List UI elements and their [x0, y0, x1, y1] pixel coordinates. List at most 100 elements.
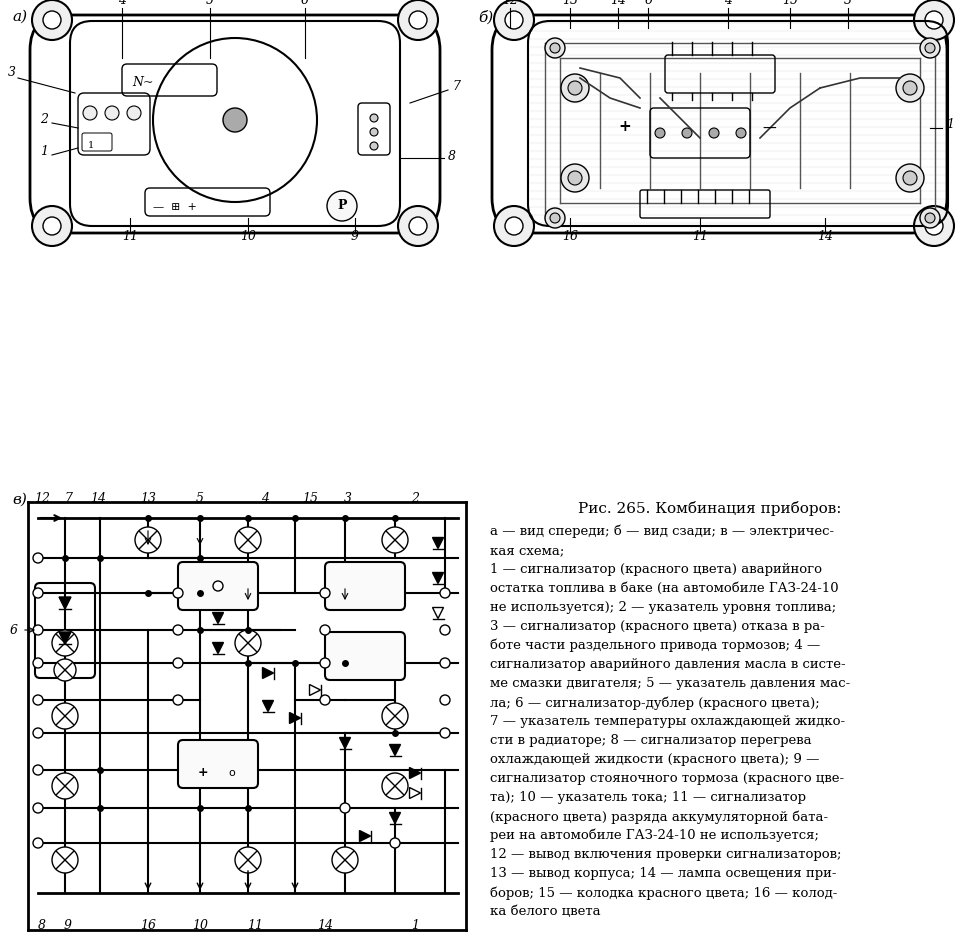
- Text: ме смазки двигателя; 5 — указатель давления мас-: ме смазки двигателя; 5 — указатель давле…: [490, 677, 851, 690]
- Circle shape: [33, 588, 43, 598]
- Circle shape: [682, 128, 692, 138]
- Polygon shape: [410, 768, 420, 778]
- Polygon shape: [212, 612, 224, 624]
- Text: 4: 4: [724, 0, 732, 7]
- Circle shape: [914, 0, 954, 40]
- Text: Рис. 265. Комбинация приборов:: Рис. 265. Комбинация приборов:: [578, 501, 842, 516]
- Text: 3 — сигнализатор (красного цвета) отказа в ра-: 3 — сигнализатор (красного цвета) отказа…: [490, 620, 825, 633]
- Text: 14: 14: [610, 0, 626, 7]
- Text: а): а): [12, 10, 27, 24]
- Text: 1: 1: [88, 141, 94, 150]
- Polygon shape: [212, 643, 224, 653]
- Circle shape: [398, 0, 438, 40]
- Circle shape: [332, 847, 358, 873]
- Circle shape: [33, 625, 43, 635]
- Text: 7 — указатель температуры охлаждающей жидко-: 7 — указатель температуры охлаждающей жи…: [490, 715, 845, 728]
- Text: 10: 10: [240, 230, 256, 243]
- Text: +: +: [198, 766, 208, 779]
- Circle shape: [382, 773, 408, 799]
- Circle shape: [505, 11, 523, 29]
- Circle shape: [550, 213, 560, 223]
- Text: 12 — вывод включения проверки сигнализаторов;: 12 — вывод включения проверки сигнализат…: [490, 848, 842, 861]
- Polygon shape: [290, 713, 300, 723]
- Circle shape: [925, 217, 943, 235]
- Circle shape: [105, 106, 119, 120]
- Text: 5: 5: [206, 0, 214, 7]
- Circle shape: [173, 625, 183, 635]
- Circle shape: [235, 847, 261, 873]
- Text: N~: N~: [132, 76, 154, 89]
- Circle shape: [54, 659, 76, 681]
- Text: 13 — вывод корпуса; 14 — лампа освещения при-: 13 — вывод корпуса; 14 — лампа освещения…: [490, 867, 836, 880]
- Circle shape: [440, 695, 450, 705]
- Polygon shape: [390, 812, 400, 824]
- Text: o: o: [228, 768, 235, 778]
- Polygon shape: [359, 830, 371, 842]
- Text: ла; 6 — сигнализатор-дублер (красного цвета);: ла; 6 — сигнализатор-дублер (красного цв…: [490, 696, 820, 709]
- Text: 12: 12: [502, 0, 518, 7]
- Circle shape: [925, 43, 935, 53]
- Circle shape: [370, 128, 378, 136]
- Text: 8: 8: [38, 919, 46, 932]
- Circle shape: [153, 38, 317, 202]
- Text: 4: 4: [118, 0, 126, 7]
- Circle shape: [43, 11, 61, 29]
- Text: 1 — сигнализатор (красного цвета) аварийного: 1 — сигнализатор (красного цвета) аварий…: [490, 563, 822, 576]
- Text: сти в радиаторе; 8 — сигнализатор перегрева: сти в радиаторе; 8 — сигнализатор перегр…: [490, 734, 811, 747]
- Circle shape: [235, 630, 261, 656]
- Text: не используется); 2 — указатель уровня топлива;: не используется); 2 — указатель уровня т…: [490, 601, 836, 614]
- Circle shape: [440, 728, 450, 738]
- Circle shape: [213, 581, 223, 591]
- Circle shape: [320, 625, 330, 635]
- Text: б): б): [478, 10, 493, 25]
- Circle shape: [370, 114, 378, 122]
- Circle shape: [83, 106, 97, 120]
- Circle shape: [52, 773, 78, 799]
- Circle shape: [903, 81, 917, 95]
- Text: 9: 9: [64, 919, 72, 932]
- Circle shape: [33, 728, 43, 738]
- Circle shape: [440, 588, 450, 598]
- Circle shape: [173, 588, 183, 598]
- Circle shape: [561, 74, 589, 102]
- Circle shape: [409, 217, 427, 235]
- Text: 13: 13: [562, 0, 578, 7]
- Circle shape: [327, 191, 357, 221]
- Text: 9: 9: [351, 230, 359, 243]
- Circle shape: [52, 630, 78, 656]
- Text: 16: 16: [562, 230, 578, 243]
- Circle shape: [561, 164, 589, 192]
- Circle shape: [370, 142, 378, 150]
- FancyBboxPatch shape: [325, 562, 405, 610]
- Text: 11: 11: [247, 919, 263, 932]
- Text: а — вид спереди; б — вид сзади; в — электричес-: а — вид спереди; б — вид сзади; в — элек…: [490, 525, 834, 538]
- Text: 1: 1: [411, 919, 419, 932]
- Circle shape: [320, 695, 330, 705]
- Circle shape: [440, 658, 450, 668]
- Text: 8: 8: [448, 150, 456, 163]
- Circle shape: [494, 0, 534, 40]
- Text: 15: 15: [782, 0, 798, 7]
- Circle shape: [340, 803, 350, 813]
- Text: 13: 13: [140, 492, 156, 505]
- Circle shape: [655, 128, 665, 138]
- Circle shape: [382, 527, 408, 553]
- Circle shape: [925, 213, 935, 223]
- Circle shape: [736, 128, 746, 138]
- Circle shape: [43, 217, 61, 235]
- Circle shape: [545, 208, 565, 228]
- Circle shape: [135, 527, 161, 553]
- Polygon shape: [433, 538, 444, 549]
- Text: 6: 6: [10, 624, 18, 636]
- Circle shape: [920, 38, 940, 58]
- Text: P: P: [337, 199, 347, 212]
- Polygon shape: [410, 788, 420, 798]
- Circle shape: [494, 206, 534, 246]
- Polygon shape: [340, 738, 350, 749]
- Circle shape: [709, 128, 719, 138]
- Text: та); 10 — указатель тока; 11 — сигнализатор: та); 10 — указатель тока; 11 — сигнализа…: [490, 791, 806, 804]
- Circle shape: [896, 164, 924, 192]
- Text: 15: 15: [302, 492, 318, 505]
- Text: ка белого цвета: ка белого цвета: [490, 905, 601, 918]
- Text: 5: 5: [196, 492, 204, 505]
